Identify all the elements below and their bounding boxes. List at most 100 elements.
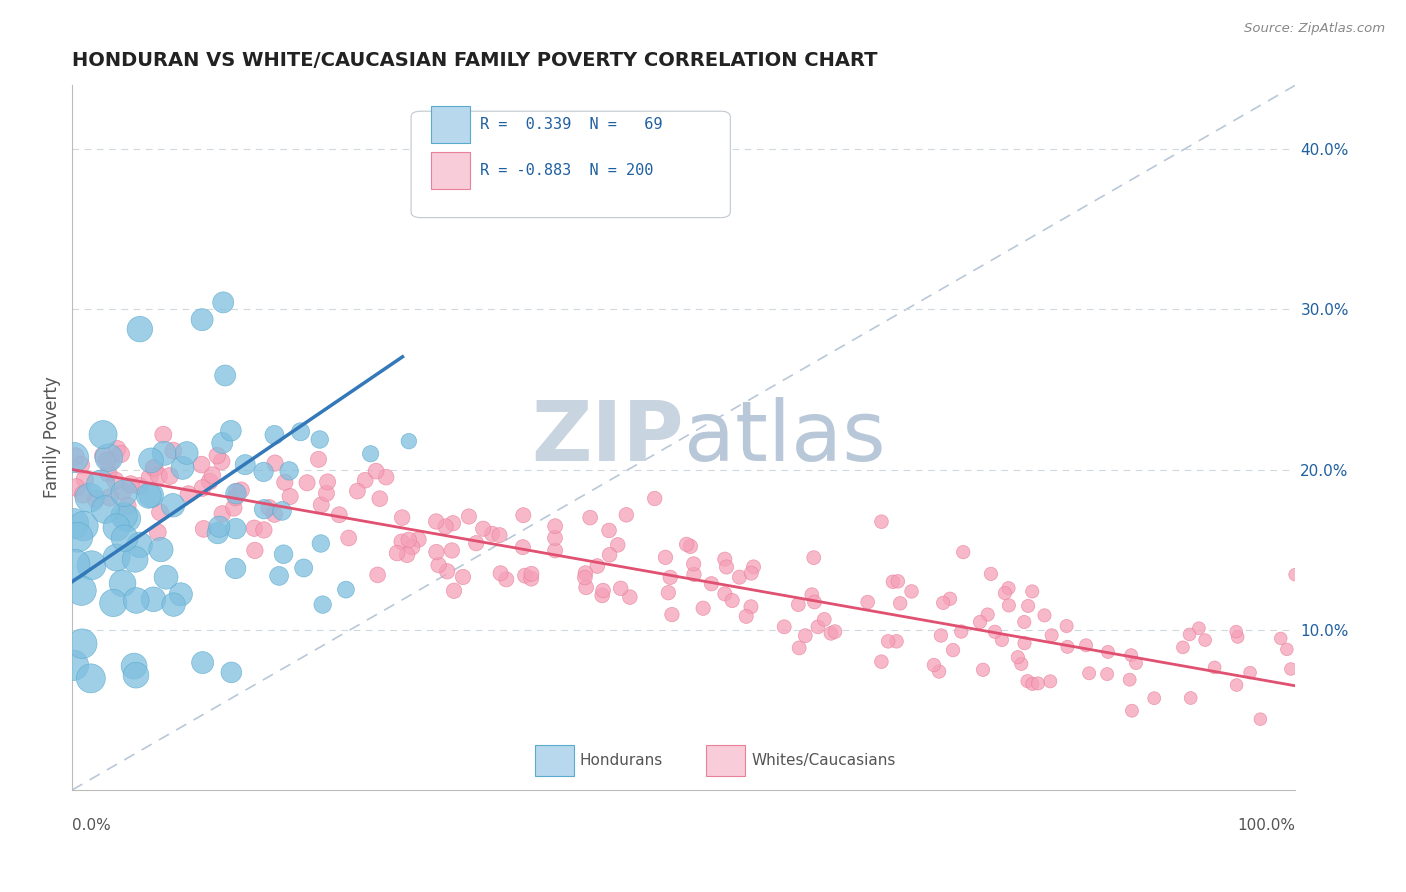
Point: [117, 511, 139, 525]
Point: [1040, 628, 1063, 642]
Point: [659, 570, 682, 584]
Point: [211, 436, 233, 450]
Point: [803, 595, 825, 609]
Point: [579, 510, 602, 524]
Point: [683, 567, 706, 582]
Point: [425, 545, 447, 559]
Point: [813, 612, 835, 626]
Point: [787, 640, 810, 655]
Point: [207, 449, 229, 463]
Point: [1017, 674, 1039, 689]
Point: [1194, 633, 1216, 648]
Point: [984, 624, 1007, 639]
Text: Hondurans: Hondurans: [579, 753, 664, 768]
Point: [112, 508, 135, 523]
Point: [309, 498, 332, 512]
Point: [105, 442, 128, 457]
Point: [889, 596, 911, 610]
Point: [929, 628, 952, 642]
Point: [111, 484, 134, 499]
Point: [191, 656, 214, 670]
Point: [575, 580, 598, 594]
Point: [97, 467, 120, 481]
Point: [72, 519, 94, 533]
Point: [991, 632, 1014, 647]
Point: [972, 663, 994, 677]
Point: [794, 629, 817, 643]
Point: [1007, 650, 1029, 665]
Point: [512, 508, 534, 523]
Point: [225, 484, 247, 499]
Text: Whites/Caucasians: Whites/Caucasians: [751, 753, 896, 768]
Point: [1178, 627, 1201, 641]
Point: [465, 536, 488, 550]
Point: [96, 454, 118, 468]
Point: [1249, 712, 1271, 726]
Point: [592, 583, 614, 598]
Point: [225, 522, 247, 536]
FancyBboxPatch shape: [534, 745, 574, 776]
Point: [139, 488, 162, 502]
Point: [191, 312, 214, 326]
Point: [1078, 666, 1101, 681]
Point: [222, 500, 245, 515]
Point: [942, 643, 965, 657]
Point: [207, 526, 229, 541]
Point: [1270, 632, 1292, 646]
Point: [172, 461, 194, 475]
Point: [364, 464, 387, 478]
Point: [114, 531, 136, 545]
Point: [208, 519, 231, 533]
Point: [328, 508, 350, 522]
Point: [1033, 608, 1056, 623]
Point: [139, 470, 162, 484]
Point: [1039, 674, 1062, 689]
Point: [408, 533, 430, 547]
Point: [1284, 567, 1306, 582]
Point: [870, 655, 893, 669]
Point: [1021, 677, 1043, 691]
Point: [100, 453, 122, 467]
Point: [1143, 691, 1166, 706]
Point: [939, 591, 962, 606]
Point: [271, 504, 294, 518]
Point: [427, 558, 450, 573]
Point: [211, 454, 233, 468]
Point: [472, 522, 495, 536]
Point: [520, 566, 543, 581]
Point: [110, 447, 132, 461]
Point: [354, 473, 377, 487]
Point: [191, 481, 214, 495]
Point: [105, 520, 128, 534]
Point: [877, 634, 900, 648]
Point: [807, 620, 830, 634]
Point: [62, 450, 84, 465]
Point: [94, 502, 117, 516]
Point: [128, 479, 150, 493]
Point: [159, 469, 181, 483]
Point: [488, 528, 510, 542]
Point: [900, 584, 922, 599]
Point: [1279, 662, 1302, 676]
Point: [70, 583, 93, 598]
Point: [1204, 660, 1226, 674]
Point: [111, 576, 134, 591]
Point: [309, 536, 332, 550]
Point: [224, 491, 246, 505]
Point: [243, 543, 266, 558]
Point: [495, 573, 517, 587]
Point: [591, 589, 613, 603]
Point: [692, 601, 714, 615]
Point: [700, 576, 723, 591]
Point: [598, 524, 620, 538]
Point: [1226, 630, 1249, 644]
Point: [742, 560, 765, 574]
Point: [489, 566, 512, 581]
Point: [149, 505, 172, 519]
Point: [257, 500, 280, 515]
Point: [481, 526, 503, 541]
Point: [162, 443, 184, 458]
Point: [928, 665, 950, 679]
Point: [773, 620, 796, 634]
Point: [574, 571, 596, 585]
